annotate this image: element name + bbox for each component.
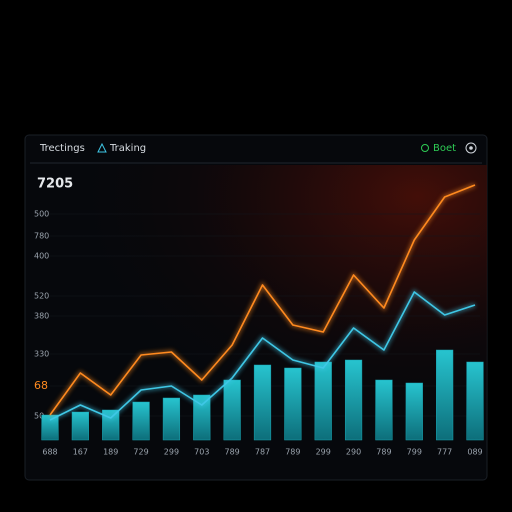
bar [466, 361, 484, 441]
y-tick-label: 330 [34, 350, 49, 359]
x-tick-label: 299 [164, 448, 179, 457]
header-title: Trectings [39, 143, 85, 154]
bar [436, 349, 454, 441]
x-tick-label: 703 [194, 448, 209, 457]
line [49, 291, 476, 421]
bar [223, 379, 241, 441]
x-tick-label: 299 [316, 448, 331, 457]
bar [71, 411, 89, 441]
plot: 500 780 400 520 380 330 68 50 688 167 189 729 299 703… [34, 183, 484, 457]
x-tick-label: 167 [73, 448, 88, 457]
bar [375, 379, 393, 441]
chart-title: 7205 [37, 177, 73, 192]
x-tick-label: 789 [285, 448, 300, 457]
x-tick-label: 290 [346, 448, 361, 457]
x-tick-label: 729 [133, 448, 148, 457]
x-tick-label: 777 [437, 448, 452, 457]
bar [344, 359, 363, 441]
bar [253, 364, 272, 441]
bar [193, 394, 211, 441]
status-icon [421, 144, 429, 152]
y-tick-label: 380 [34, 312, 49, 321]
bar [162, 397, 181, 441]
tab-icon [97, 142, 107, 153]
bar [314, 361, 332, 441]
y-tick-label: 50 [34, 412, 44, 421]
y-tick-label: 500 [34, 210, 49, 219]
x-tick-label: 799 [407, 448, 422, 457]
y-tick-label: 780 [34, 232, 49, 241]
x-tick-label: 089 [467, 448, 482, 457]
bar [405, 382, 423, 441]
settings-dot [469, 146, 473, 150]
header-tab[interactable]: Traking [109, 143, 146, 154]
x-tick-label: 789 [225, 448, 240, 457]
y-tick-label: 400 [34, 252, 49, 261]
settings-button[interactable] [465, 142, 477, 154]
line [49, 184, 476, 416]
y-tick-label: 68 [34, 379, 48, 392]
x-tick-label: 688 [42, 448, 57, 457]
x-tick-label: 787 [255, 448, 270, 457]
x-tick-label: 789 [376, 448, 391, 457]
bar [132, 401, 150, 441]
bar [284, 367, 302, 441]
y-tick-label: 520 [34, 292, 49, 301]
header-status: Boet [433, 143, 456, 154]
x-tick-label: 189 [103, 448, 118, 457]
